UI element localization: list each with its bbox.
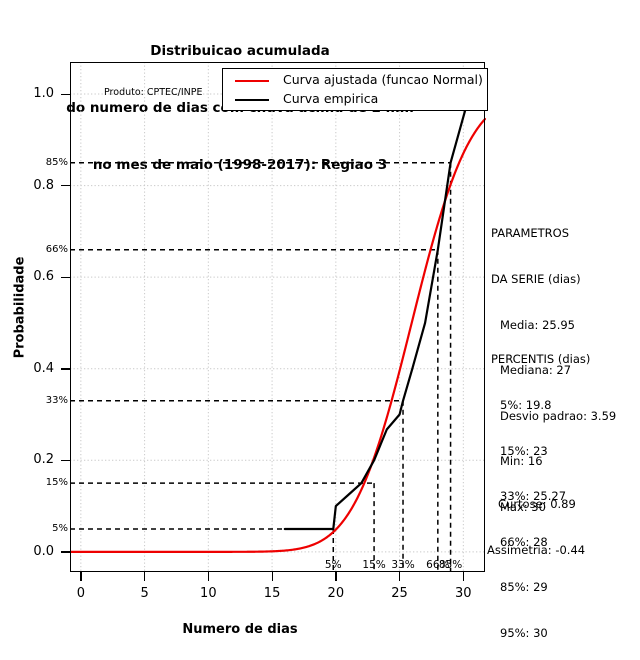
stats-percentil-95: 95%: 30 [500,626,548,641]
chart-legend: Curva ajustada (funcao Normal) Curva emp… [222,68,488,111]
y-tick-label-1: 0.2 [33,452,54,468]
chart-title-line-1: Distribuicao acumulada [150,43,330,59]
x-tick-label-6: 30 [455,586,472,601]
x-tick-mark-6 [462,572,465,581]
series-curve-empirical [283,104,480,531]
stats-percentis-header: PERCENTIS (dias) [491,352,591,367]
legend-label-fitted: Curva ajustada (funcao Normal) [283,72,483,87]
x-tick-mark-0 [80,572,82,581]
percentile-x-label-15: 15% [362,559,386,571]
percentile-x-label-66: 66% [426,559,450,571]
y-tick-mark-0 [61,551,70,553]
legend-item-fitted: Curva ajustada (funcao Normal) [231,71,483,90]
y-tick-label-4: 0.8 [33,177,54,193]
stats-percentil-85: 85%: 29 [500,580,548,595]
percentile-x-label-33: 33% [391,559,415,571]
stats-shape-block: Curtose: 0.89 Assimetria: -0.44 [487,467,585,589]
stats-curtose: Curtose: 0.89 [498,497,576,512]
plot-canvas [70,62,486,572]
product-watermark: Produto: CPTEC/INPE [104,87,203,98]
x-tick-mark-3 [271,572,273,581]
legend-swatch-empirical [235,99,269,102]
stats-max: Max: 30 [500,500,546,515]
series-curve-fitted-normal [70,117,486,553]
x-tick-label-3: 15 [263,586,281,601]
stats-desvio-padrao: Desvio padrao: 3.59 [500,408,617,423]
percentile-y-label-66: 66% [45,243,68,255]
y-tick-mark-5 [61,93,70,95]
legend-label-empirical: Curva empirica [283,91,379,106]
x-tick-label-1: 5 [140,586,149,601]
stats-percentis-block: PERCENTIS (dias) 5%: 19.8 15%: 23 33%: 2… [491,322,590,660]
x-tick-label-0: 0 [76,586,85,601]
y-tick-label-2: 0.4 [33,360,54,376]
stats-min: Min: 16 [500,454,543,469]
y-tick-label-0: 0.0 [33,543,54,559]
x-tick-mark-2 [207,572,210,581]
x-tick-label-5: 25 [391,586,408,601]
plot-frame [70,62,485,572]
stats-params-header-2: DA SERIE (dias) [491,272,581,287]
stats-percentil-5: 5%: 19.8 [500,398,552,413]
x-tick-mark-4 [335,572,337,581]
percentile-y-label-15: 15% [45,477,68,489]
stats-percentil-15: 15%: 23 [500,443,548,458]
stats-assimetria: Assimetria: -0.44 [487,543,586,558]
legend-item-empirical: Curva empirica [231,90,483,109]
x-axis-title: Numero de dias [182,622,298,637]
stats-mediana: Mediana: 27 [500,363,572,378]
stats-media: Media: 25.95 [500,317,575,332]
x-tick-mark-1 [144,572,146,581]
percentile-y-label-33: 33% [45,394,68,406]
y-tick-mark-3 [61,276,70,278]
stats-parameters-block: PARAMETROS DA SERIE (dias) Media: 25.95 … [491,196,616,546]
x-tick-label-4: 20 [327,586,345,601]
stats-percentil-33: 33%: 25.27 [500,489,567,504]
y-tick-mark-1 [61,459,70,462]
y-tick-label-3: 0.6 [33,269,54,285]
stats-params-header-1: PARAMETROS [491,226,570,241]
y-tick-mark-2 [61,368,70,370]
y-tick-label-5: 1.0 [33,86,54,102]
x-tick-label-2: 10 [200,586,217,601]
percentile-y-label-85: 85% [45,156,68,168]
x-tick-mark-5 [399,572,401,581]
stats-percentil-66: 66%: 28 [500,534,548,549]
chart-title-line-3: no mes de maio (1998-2017): Regiao 3 [92,157,388,173]
percentile-y-label-5: 5% [52,522,68,534]
legend-swatch-fitted [235,80,269,83]
percentile-x-label-5: 5% [324,559,342,571]
percentile-x-label-85: 85% [438,559,463,571]
y-tick-mark-4 [61,185,70,187]
